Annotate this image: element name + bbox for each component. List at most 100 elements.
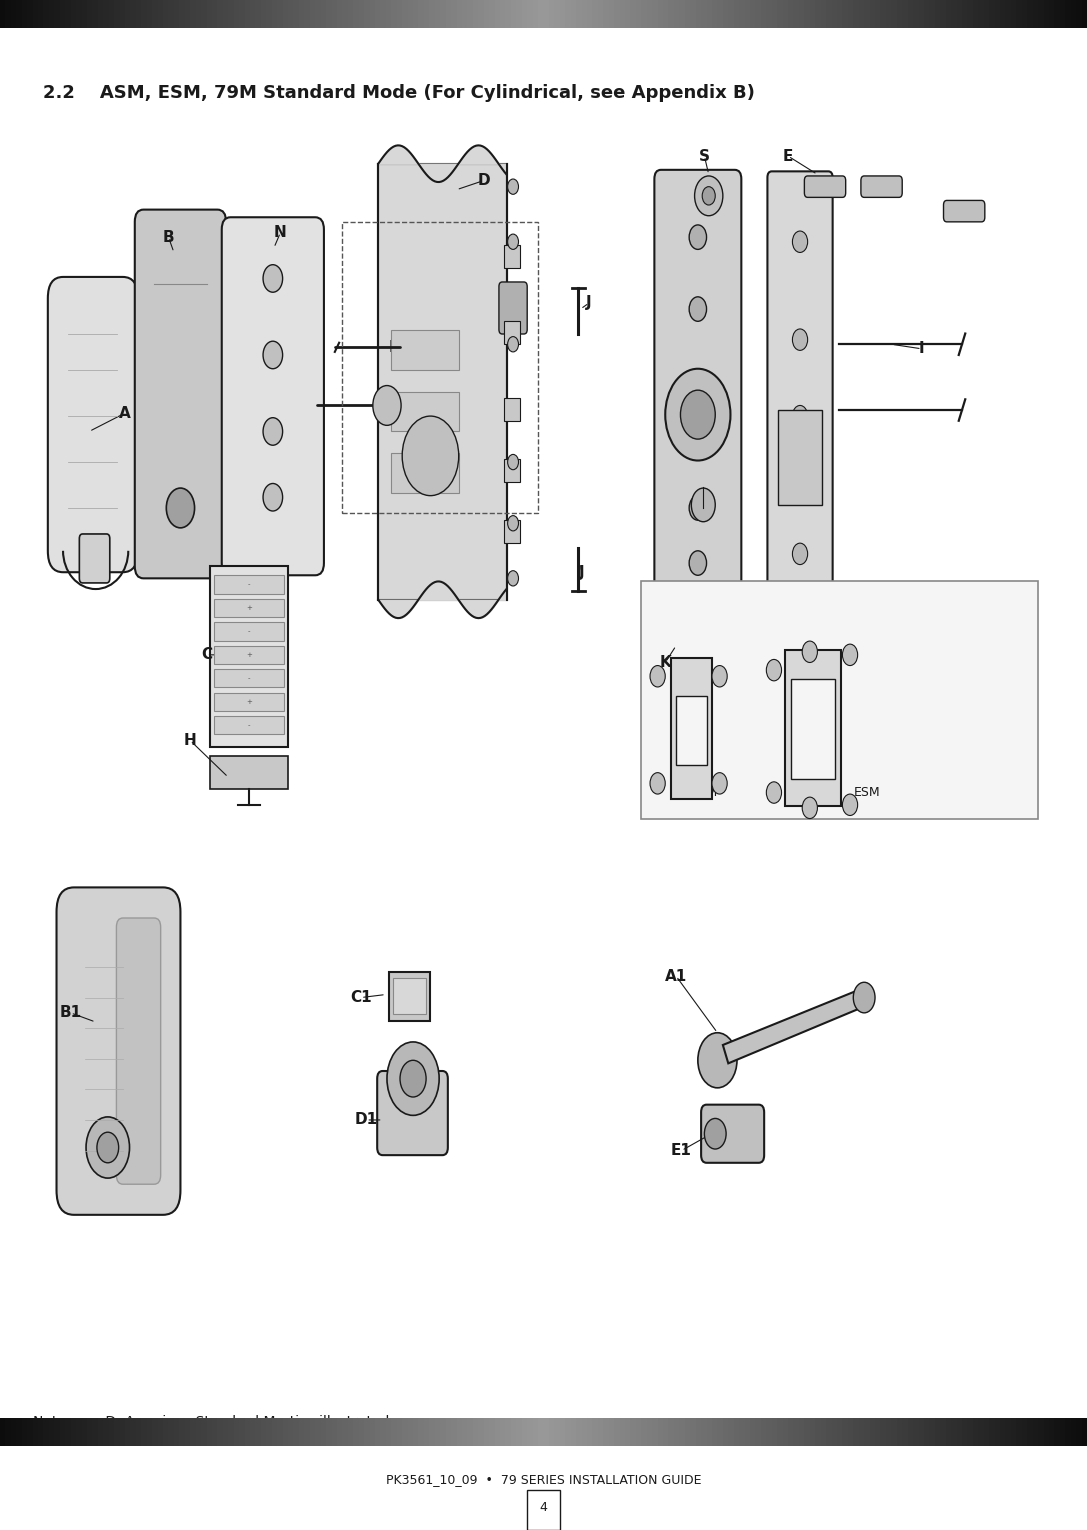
Circle shape xyxy=(508,179,518,194)
Circle shape xyxy=(766,659,782,681)
Circle shape xyxy=(689,404,707,428)
Text: +: + xyxy=(246,604,252,610)
FancyBboxPatch shape xyxy=(214,646,284,664)
FancyBboxPatch shape xyxy=(57,887,180,1215)
Text: I: I xyxy=(919,341,925,356)
Text: J: J xyxy=(586,295,592,311)
Circle shape xyxy=(689,225,707,249)
Circle shape xyxy=(689,551,707,575)
Circle shape xyxy=(650,773,665,794)
Circle shape xyxy=(698,1033,737,1088)
Circle shape xyxy=(263,483,283,511)
Circle shape xyxy=(97,1132,118,1163)
Text: -: - xyxy=(248,722,250,728)
FancyBboxPatch shape xyxy=(785,650,841,806)
Text: 2.2    ASM, ESM, 79M Standard Mode (For Cylindrical, see Appendix B): 2.2 ASM, ESM, 79M Standard Mode (For Cyl… xyxy=(43,84,755,103)
FancyBboxPatch shape xyxy=(861,176,902,197)
Circle shape xyxy=(508,516,518,531)
FancyBboxPatch shape xyxy=(377,1071,448,1155)
Polygon shape xyxy=(723,990,867,1063)
FancyBboxPatch shape xyxy=(504,398,520,421)
Text: 4: 4 xyxy=(539,1501,548,1513)
Circle shape xyxy=(166,488,195,528)
Text: D: D xyxy=(477,173,490,188)
FancyBboxPatch shape xyxy=(135,210,226,578)
Circle shape xyxy=(842,644,858,666)
Text: F: F xyxy=(388,340,399,355)
Circle shape xyxy=(373,386,401,425)
FancyBboxPatch shape xyxy=(701,1105,764,1163)
Text: PK3561_10_09  •  79 SERIES INSTALLATION GUIDE: PK3561_10_09 • 79 SERIES INSTALLATION GU… xyxy=(386,1473,701,1486)
FancyBboxPatch shape xyxy=(641,581,1038,819)
FancyBboxPatch shape xyxy=(391,330,459,370)
Circle shape xyxy=(650,666,665,687)
Circle shape xyxy=(263,341,283,369)
FancyBboxPatch shape xyxy=(504,321,520,344)
FancyBboxPatch shape xyxy=(214,693,284,711)
Circle shape xyxy=(704,1118,726,1149)
Circle shape xyxy=(689,297,707,321)
Text: ESM: ESM xyxy=(854,786,880,799)
Circle shape xyxy=(691,488,715,522)
FancyBboxPatch shape xyxy=(504,245,520,268)
FancyBboxPatch shape xyxy=(116,918,161,1184)
FancyBboxPatch shape xyxy=(791,679,835,779)
Circle shape xyxy=(508,571,518,586)
Circle shape xyxy=(712,666,727,687)
FancyBboxPatch shape xyxy=(214,623,284,641)
Circle shape xyxy=(689,496,707,520)
Text: B: B xyxy=(163,230,174,245)
Text: ASM: ASM xyxy=(690,786,719,799)
Circle shape xyxy=(680,390,715,439)
Text: H: H xyxy=(184,733,197,748)
Text: -: - xyxy=(248,629,250,635)
FancyBboxPatch shape xyxy=(210,566,288,747)
FancyBboxPatch shape xyxy=(767,171,833,600)
Text: C1: C1 xyxy=(350,990,372,1005)
Circle shape xyxy=(853,982,875,1013)
Circle shape xyxy=(712,773,727,794)
Circle shape xyxy=(802,641,817,662)
Text: J: J xyxy=(578,565,585,580)
FancyBboxPatch shape xyxy=(222,217,324,575)
FancyBboxPatch shape xyxy=(654,170,741,609)
Circle shape xyxy=(702,187,715,205)
FancyBboxPatch shape xyxy=(210,756,288,789)
Text: -: - xyxy=(248,675,250,681)
Circle shape xyxy=(86,1117,129,1178)
Text: A: A xyxy=(120,405,130,421)
Circle shape xyxy=(402,416,459,496)
Text: E1: E1 xyxy=(671,1143,692,1158)
FancyBboxPatch shape xyxy=(778,410,822,505)
FancyBboxPatch shape xyxy=(504,520,520,543)
FancyBboxPatch shape xyxy=(214,669,284,687)
FancyBboxPatch shape xyxy=(499,282,527,334)
Circle shape xyxy=(766,782,782,803)
Text: E: E xyxy=(783,148,794,164)
FancyBboxPatch shape xyxy=(79,534,110,583)
Circle shape xyxy=(792,405,808,427)
Text: N: N xyxy=(274,225,287,240)
FancyBboxPatch shape xyxy=(671,658,712,799)
Text: L: L xyxy=(697,502,705,517)
FancyBboxPatch shape xyxy=(391,392,459,431)
FancyBboxPatch shape xyxy=(504,459,520,482)
Text: K: K xyxy=(660,655,671,670)
Text: -: - xyxy=(248,581,250,588)
FancyBboxPatch shape xyxy=(804,176,846,197)
FancyBboxPatch shape xyxy=(391,453,459,493)
Text: S: S xyxy=(699,148,710,164)
Circle shape xyxy=(792,543,808,565)
FancyBboxPatch shape xyxy=(214,575,284,594)
Text: B1: B1 xyxy=(60,1005,82,1021)
FancyBboxPatch shape xyxy=(214,598,284,617)
Text: +: + xyxy=(246,652,252,658)
Circle shape xyxy=(508,337,518,352)
Circle shape xyxy=(792,329,808,350)
FancyBboxPatch shape xyxy=(48,277,138,572)
Circle shape xyxy=(508,454,518,470)
Circle shape xyxy=(802,797,817,819)
Circle shape xyxy=(695,176,723,216)
FancyBboxPatch shape xyxy=(389,972,430,1021)
FancyBboxPatch shape xyxy=(944,200,985,222)
